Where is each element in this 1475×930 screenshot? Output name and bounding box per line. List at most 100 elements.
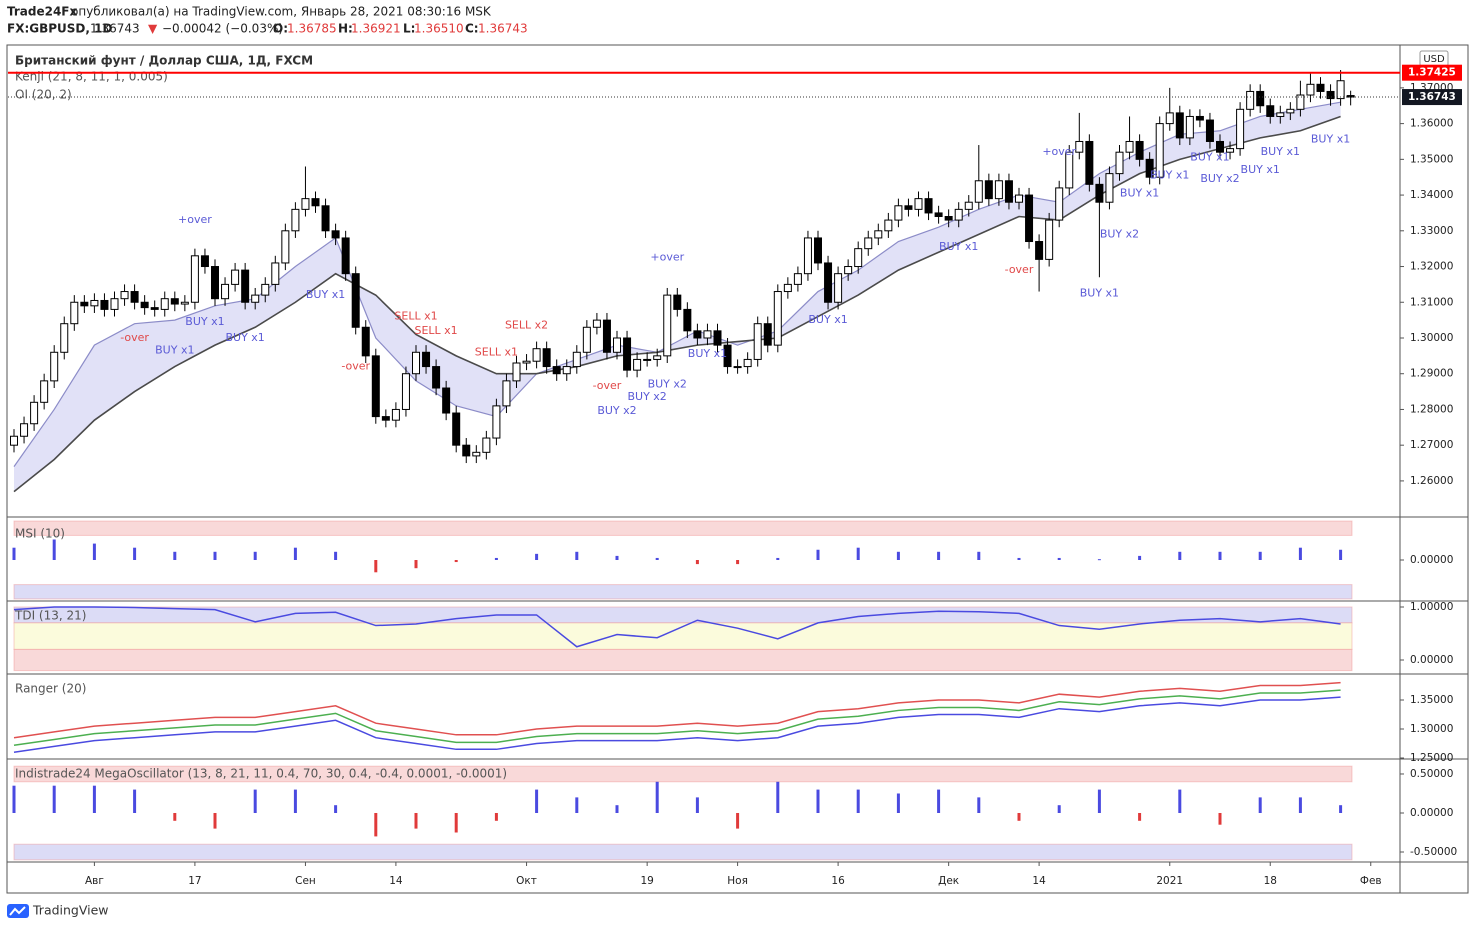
histogram-bar: [494, 812, 498, 821]
y-tick-label: -0.50000: [1410, 846, 1457, 858]
candle-body: [271, 262, 280, 285]
last-price-box: [1402, 89, 1462, 106]
histogram-bar: [293, 547, 297, 560]
candle-body: [1266, 105, 1275, 117]
signal-label: SELL x1: [414, 324, 457, 337]
y-tick-label: 1.00000: [1410, 601, 1453, 613]
candle-body: [602, 319, 611, 353]
candle-body: [321, 205, 330, 232]
histogram-bar: [52, 785, 56, 813]
indicator-pane: [13, 606, 1353, 672]
candle-body: [472, 451, 481, 457]
signal-label: BUY x1: [1120, 186, 1159, 199]
x-tick-label: 18: [1264, 875, 1277, 887]
y-tick-label: 1.26000: [1410, 475, 1453, 487]
histogram-bar: [695, 560, 699, 565]
candle-body: [70, 301, 79, 325]
candle-body: [1306, 83, 1315, 96]
candle-body: [452, 412, 461, 446]
currency: USD: [1423, 54, 1445, 65]
candle-body: [733, 366, 742, 369]
signal-label: BUY x1: [688, 347, 727, 360]
candle-body: [432, 366, 441, 389]
histogram-bar: [575, 551, 579, 560]
candle-body: [1055, 187, 1064, 221]
candle-body: [562, 366, 571, 375]
candle-body: [884, 219, 893, 232]
candle-body: [1165, 112, 1174, 125]
histogram-bar: [615, 555, 619, 560]
candle-body: [442, 387, 451, 414]
histogram-bar: [655, 781, 659, 813]
candle-body: [753, 323, 762, 360]
histogram-bar: [334, 551, 338, 560]
candle-body: [361, 326, 370, 357]
histogram-bar: [92, 785, 96, 813]
candle-body: [160, 298, 169, 310]
histogram-bar: [173, 551, 177, 560]
candle-body: [1155, 123, 1164, 178]
candle-body: [1115, 151, 1124, 175]
candle-body: [40, 380, 49, 403]
histogram-bar: [736, 812, 740, 829]
histogram-bar: [1138, 555, 1142, 560]
histogram-bar: [695, 797, 699, 813]
h: 1.36921: [351, 22, 401, 36]
candle-body: [110, 298, 119, 310]
histogram-bar: [52, 539, 56, 560]
resistance-label: 1.37425: [1408, 67, 1456, 79]
l-label: L:: [403, 22, 415, 36]
band: [13, 765, 1353, 783]
candle-body: [944, 216, 953, 221]
signal-label: SELL x1: [394, 310, 437, 323]
candle-body: [281, 230, 290, 264]
candle-body: [683, 308, 692, 332]
candle-body: [10, 435, 18, 446]
histogram-bar: [535, 553, 539, 560]
publisher: Trade24Fx: [7, 5, 78, 19]
histogram-bar: [1097, 789, 1101, 813]
candle-body: [743, 358, 752, 368]
histogram-bar: [896, 551, 900, 560]
candle-body: [572, 351, 581, 368]
symbol: FX:GBPUSD, 1D: [7, 22, 112, 36]
candle-body: [643, 358, 652, 361]
candle-body: [1145, 158, 1154, 178]
histogram-bar: [293, 789, 297, 813]
signal-label: BUY x1: [1241, 163, 1280, 176]
candle-body: [80, 301, 89, 307]
histogram-bar: [1339, 549, 1343, 560]
x-tick-label: 14: [1032, 875, 1046, 887]
candle-body: [120, 291, 129, 300]
histogram-bar: [1339, 805, 1343, 813]
c: 1.36743: [478, 22, 528, 36]
histogram-bar: [374, 560, 378, 573]
pane-title: MSI (10): [15, 527, 65, 541]
candle-body: [924, 198, 933, 214]
candle-body: [1065, 151, 1074, 189]
band: [13, 606, 1353, 624]
indicator-line: [13, 606, 1341, 648]
signal-label: SELL x1: [475, 345, 518, 358]
tradingview-logo: [7, 904, 29, 918]
candle-body: [994, 180, 1003, 200]
candle-body: [492, 405, 501, 439]
resistance-box: [1402, 64, 1462, 81]
candle-body: [844, 266, 853, 275]
histogram-bar: [1057, 805, 1061, 813]
candle-body: [60, 323, 69, 353]
candle-body: [30, 401, 39, 425]
x-tick-label: 2021: [1156, 875, 1183, 887]
signal-label: BUY x1: [1261, 145, 1300, 158]
band: [13, 648, 1353, 672]
indicator-pane: [12, 520, 1353, 600]
candle-body: [381, 416, 390, 421]
histogram-bar: [856, 547, 860, 560]
candle-body: [542, 348, 551, 368]
histogram-bar: [133, 547, 137, 560]
signal-label: BUY x2: [648, 377, 687, 390]
candle-body: [894, 205, 903, 221]
candle-body: [341, 237, 350, 275]
candle-body: [1085, 140, 1094, 185]
indicator-label: Kenji (21, 8, 11, 1, 0.005): [15, 70, 168, 84]
